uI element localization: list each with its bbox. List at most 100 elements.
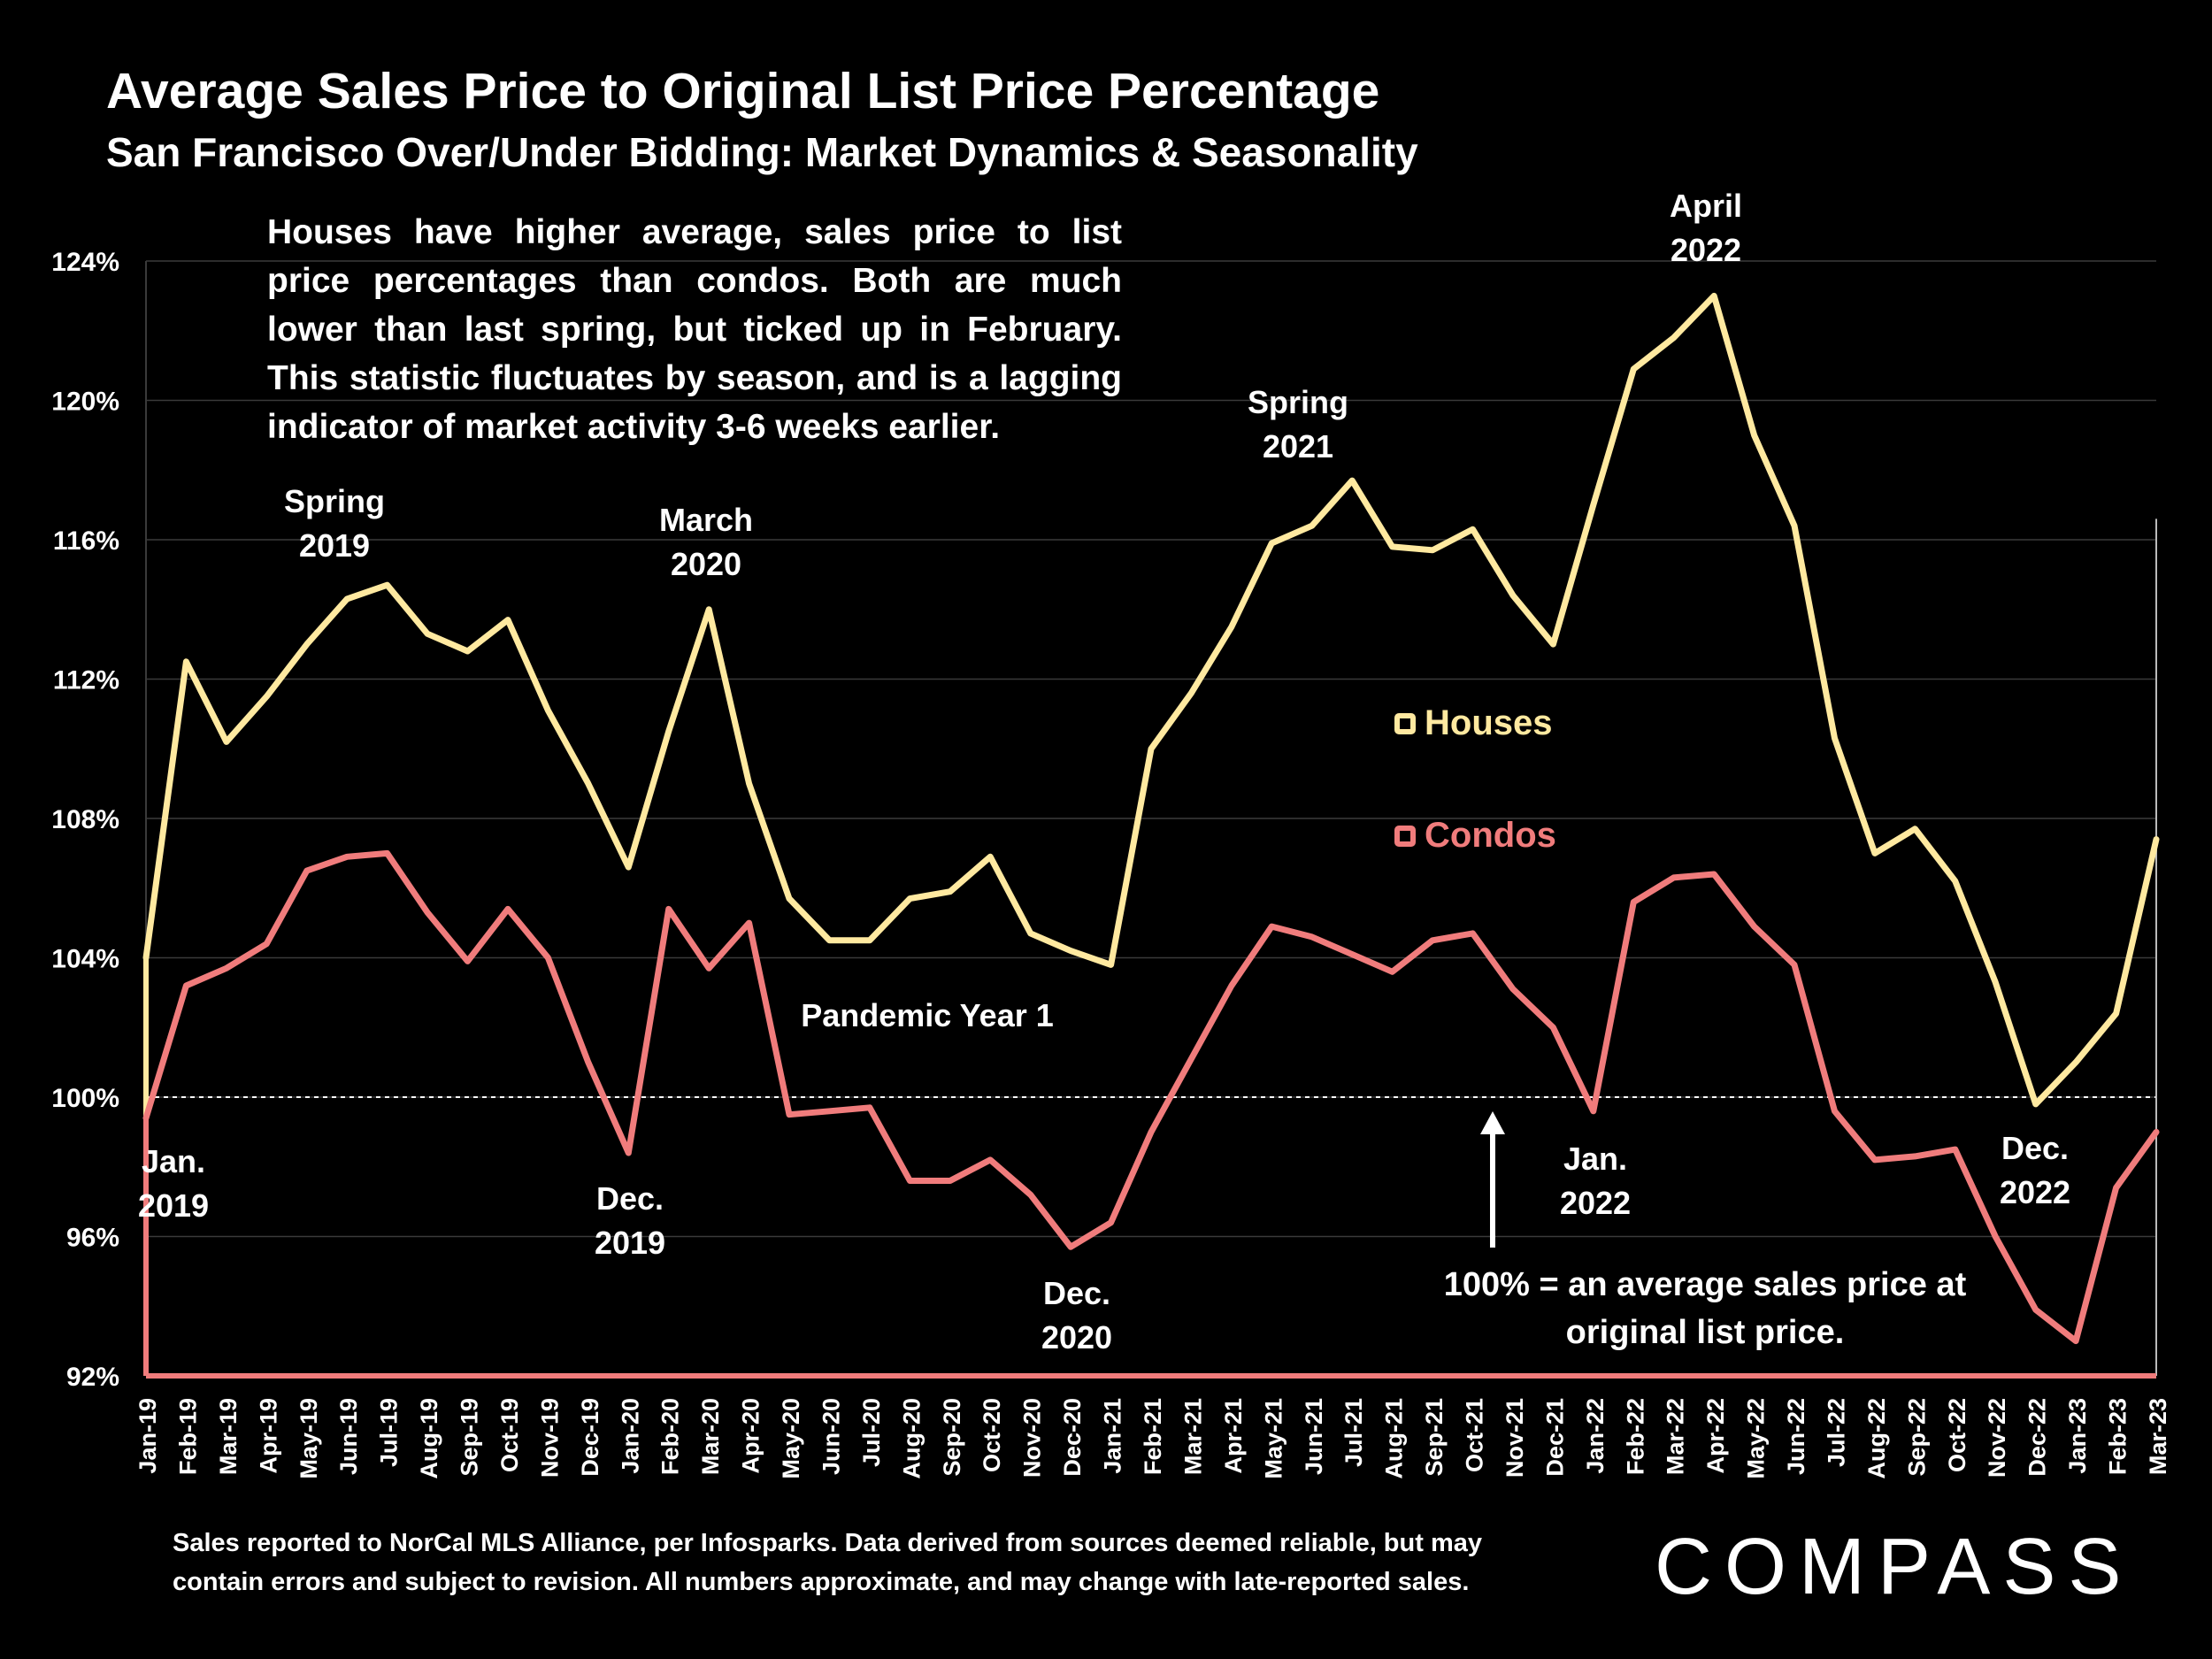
- data-point-houses: [949, 890, 951, 893]
- legend-condos-swatch: [1394, 825, 1416, 847]
- legend-condos-label: Condos: [1425, 816, 1556, 855]
- data-point-houses: [145, 956, 147, 959]
- data-point-houses: [1552, 643, 1555, 646]
- data-point-houses: [909, 897, 911, 900]
- data-point-houses: [506, 618, 509, 621]
- data-point-condos: [1432, 939, 1434, 941]
- x-tick-label: Apr-20: [738, 1398, 764, 1474]
- annotation-dec-2020-line1: Dec.: [1042, 1275, 1111, 1311]
- x-tick-label: Sep-21: [1421, 1398, 1448, 1477]
- x-tick-label: Dec-19: [577, 1398, 603, 1477]
- x-tick-label: Nov-22: [1984, 1398, 2010, 1478]
- x-tick-label: Oct-20: [979, 1398, 1005, 1472]
- x-tick-label: Nov-19: [536, 1398, 563, 1478]
- data-point-houses: [1471, 528, 1474, 531]
- x-tick-label: Jul-20: [858, 1398, 885, 1467]
- y-axis-ticks: 92% 96% 100% 104% 108% 112% 116% 120% 124%: [51, 248, 119, 1392]
- x-tick-label: Jun-19: [335, 1398, 362, 1475]
- data-point-houses: [1271, 541, 1273, 544]
- x-tick-label: Oct-21: [1462, 1398, 1488, 1472]
- data-point-houses: [225, 741, 227, 743]
- data-point-condos: [1391, 971, 1394, 973]
- x-tick-label: Nov-21: [1502, 1398, 1528, 1478]
- x-tick-label: Jul-22: [1823, 1398, 1849, 1467]
- data-point-houses: [265, 695, 268, 698]
- x-tick-label: Feb-23: [2105, 1398, 2131, 1475]
- data-point-condos: [1471, 932, 1474, 934]
- data-point-condos: [1914, 1155, 1916, 1157]
- summary-note: Houses have higher average, sales price …: [267, 213, 1122, 446]
- data-point-houses: [1873, 852, 1876, 855]
- data-point-houses: [667, 730, 670, 733]
- x-tick-label: Mar-19: [215, 1398, 242, 1475]
- data-point-condos: [1753, 926, 1755, 928]
- annotation-march-2020-line1: March: [658, 502, 754, 538]
- annotation-jan-2022-line2: 2022: [1559, 1185, 1632, 1221]
- x-tick-label: Sep-20: [939, 1398, 965, 1477]
- data-point-houses: [1391, 545, 1394, 548]
- x-tick-label: Feb-20: [657, 1398, 684, 1475]
- data-point-houses: [1793, 525, 1796, 527]
- annotation-march-2020: March 2020: [659, 498, 753, 587]
- series-lines: [142, 292, 2160, 1379]
- y-tick-label: 108%: [51, 805, 119, 834]
- data-point-condos: [708, 967, 710, 970]
- annotation-dec-2019: Dec. 2019: [595, 1177, 665, 1265]
- data-point-houses: [1351, 480, 1354, 482]
- annotation-march-2020-line2: 2020: [670, 546, 742, 582]
- x-tick-label: Jan-23: [2064, 1398, 2091, 1474]
- x-tick-label: Feb-22: [1622, 1398, 1648, 1475]
- data-point-condos: [1672, 876, 1675, 879]
- annotation-spring-2019-line2: 2019: [298, 527, 371, 564]
- data-point-houses: [1833, 737, 1836, 740]
- data-point-condos: [667, 908, 670, 910]
- annotation-baseline-line2: original list price.: [1565, 1314, 1845, 1351]
- x-tick-label: Aug-20: [898, 1398, 925, 1479]
- data-point-condos: [1271, 926, 1273, 928]
- data-point-houses: [1592, 503, 1594, 506]
- annotation-dec-2022-line2: 2022: [1999, 1174, 2071, 1210]
- data-point-condos: [1110, 1221, 1112, 1224]
- data-point-condos: [185, 985, 188, 987]
- x-tick-label: May-20: [778, 1398, 804, 1479]
- source-footer-line2: contain errors and subject to revision. …: [173, 1568, 1470, 1596]
- data-point-houses: [1511, 595, 1514, 596]
- data-point-houses: [1914, 827, 1916, 830]
- data-point-condos: [949, 1179, 951, 1182]
- x-tick-label: Jan-19: [134, 1398, 161, 1474]
- data-point-houses: [426, 633, 429, 635]
- data-point-houses: [868, 939, 871, 941]
- data-point-houses: [386, 584, 388, 587]
- x-tick-label: Jun-22: [1783, 1398, 1809, 1475]
- data-point-condos: [788, 1113, 791, 1116]
- data-point-condos: [2155, 1131, 2157, 1133]
- data-point-houses: [346, 597, 349, 600]
- data-point-condos: [1351, 953, 1354, 956]
- data-point-houses: [1110, 964, 1112, 966]
- data-point-condos: [909, 1179, 911, 1182]
- x-tick-label: Jan-21: [1100, 1398, 1126, 1474]
- data-point-houses: [185, 660, 188, 663]
- data-point-condos: [305, 870, 308, 872]
- x-tick-label: Dec-21: [1541, 1398, 1568, 1477]
- data-point-houses: [1432, 549, 1434, 551]
- annotation-pandemic-year-1: Pandemic Year 1: [801, 994, 1054, 1038]
- x-tick-label: Sep-22: [1903, 1398, 1930, 1477]
- x-tick-label: Mar-22: [1663, 1398, 1689, 1475]
- x-tick-label: May-19: [296, 1398, 322, 1479]
- y-tick-label: 116%: [53, 526, 119, 556]
- y-tick-label: 92%: [66, 1363, 119, 1392]
- data-point-condos: [2075, 1340, 2078, 1342]
- y-tick-label: 96%: [66, 1224, 119, 1253]
- data-point-condos: [145, 1117, 147, 1119]
- data-point-condos: [989, 1158, 992, 1161]
- data-point-houses: [1070, 949, 1072, 952]
- annotation-spring-2019-line1: Spring: [284, 483, 385, 519]
- x-tick-label: Apr-19: [255, 1398, 281, 1474]
- data-point-condos: [1310, 935, 1313, 938]
- x-tick-label: Feb-19: [174, 1398, 201, 1475]
- chart-subtitle: San Francisco Over/Under Bidding: Market…: [106, 129, 1418, 175]
- data-point-houses: [1753, 434, 1755, 436]
- data-point-condos: [1150, 1131, 1152, 1133]
